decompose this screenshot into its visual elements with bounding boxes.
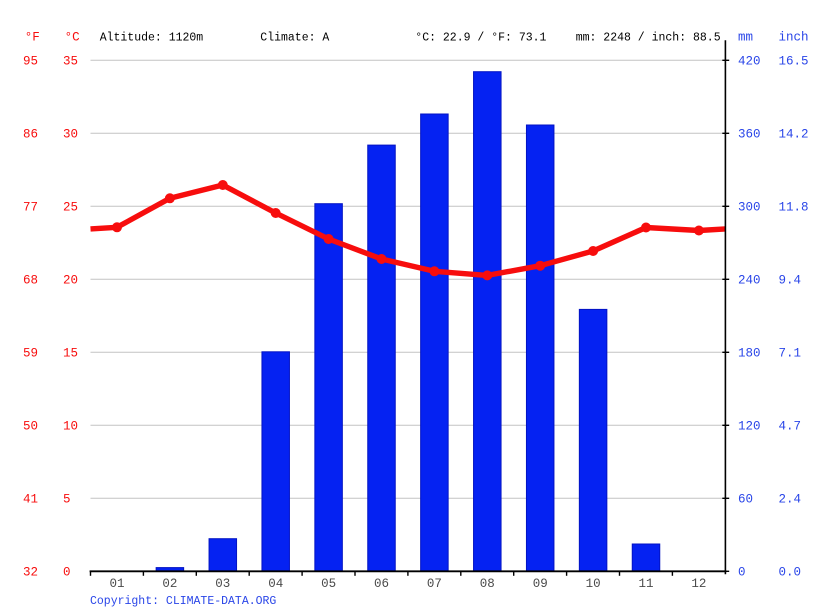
svg-text:420: 420 (738, 55, 761, 69)
svg-text:°F: °F (25, 31, 40, 45)
svg-text:77: 77 (23, 201, 38, 215)
svg-text:120: 120 (738, 420, 761, 434)
svg-text:Altitude: 1120m: Altitude: 1120m (100, 32, 204, 45)
svg-text:11: 11 (639, 577, 654, 591)
svg-text:32: 32 (23, 566, 38, 580)
svg-text:25: 25 (63, 201, 78, 215)
svg-text:0: 0 (738, 566, 746, 580)
svg-text:Copyright: CLIMATE-DATA.ORG: Copyright: CLIMATE-DATA.ORG (90, 595, 276, 608)
svg-text:0: 0 (63, 566, 71, 580)
svg-text:2.4: 2.4 (779, 493, 802, 507)
svg-text:16.5: 16.5 (779, 55, 809, 69)
svg-text:4.7: 4.7 (779, 420, 802, 434)
svg-text:5: 5 (63, 493, 71, 507)
svg-text:180: 180 (738, 347, 761, 361)
svg-text:59: 59 (23, 347, 38, 361)
svg-text:240: 240 (738, 274, 761, 288)
svg-text:°C: °C (65, 31, 80, 45)
svg-text:95: 95 (23, 55, 38, 69)
svg-text:20: 20 (63, 274, 78, 288)
svg-text:06: 06 (374, 577, 389, 591)
svg-text:02: 02 (162, 577, 177, 591)
svg-text:08: 08 (480, 577, 495, 591)
svg-text:07: 07 (427, 577, 442, 591)
svg-text:01: 01 (110, 577, 125, 591)
svg-text:10: 10 (63, 420, 78, 434)
svg-text:360: 360 (738, 128, 761, 142)
svg-text:68: 68 (23, 274, 38, 288)
svg-text:7.1: 7.1 (779, 347, 802, 361)
svg-text:86: 86 (23, 128, 38, 142)
svg-text:0.0: 0.0 (779, 566, 802, 580)
svg-text:°C: 22.9 / °F: 73.1: °C: 22.9 / °F: 73.1 (415, 32, 546, 45)
svg-text:50: 50 (23, 420, 38, 434)
svg-text:04: 04 (268, 577, 283, 591)
svg-text:9.4: 9.4 (779, 274, 802, 288)
svg-text:11.8: 11.8 (779, 201, 809, 215)
svg-text:30: 30 (63, 128, 78, 142)
svg-text:300: 300 (738, 201, 761, 215)
svg-text:09: 09 (533, 577, 548, 591)
svg-text:60: 60 (738, 493, 753, 507)
svg-text:15: 15 (63, 347, 78, 361)
svg-text:mm: mm (738, 31, 753, 45)
svg-text:14.2: 14.2 (779, 128, 809, 142)
svg-text:41: 41 (23, 493, 38, 507)
svg-text:12: 12 (691, 577, 706, 591)
svg-text:35: 35 (63, 55, 78, 69)
svg-text:mm: 2248 / inch: 88.5: mm: 2248 / inch: 88.5 (576, 32, 721, 45)
svg-text:10: 10 (586, 577, 601, 591)
svg-text:05: 05 (321, 577, 336, 591)
svg-text:inch: inch (779, 31, 809, 45)
svg-text:03: 03 (215, 577, 230, 591)
svg-text:Climate: A: Climate: A (260, 32, 329, 45)
